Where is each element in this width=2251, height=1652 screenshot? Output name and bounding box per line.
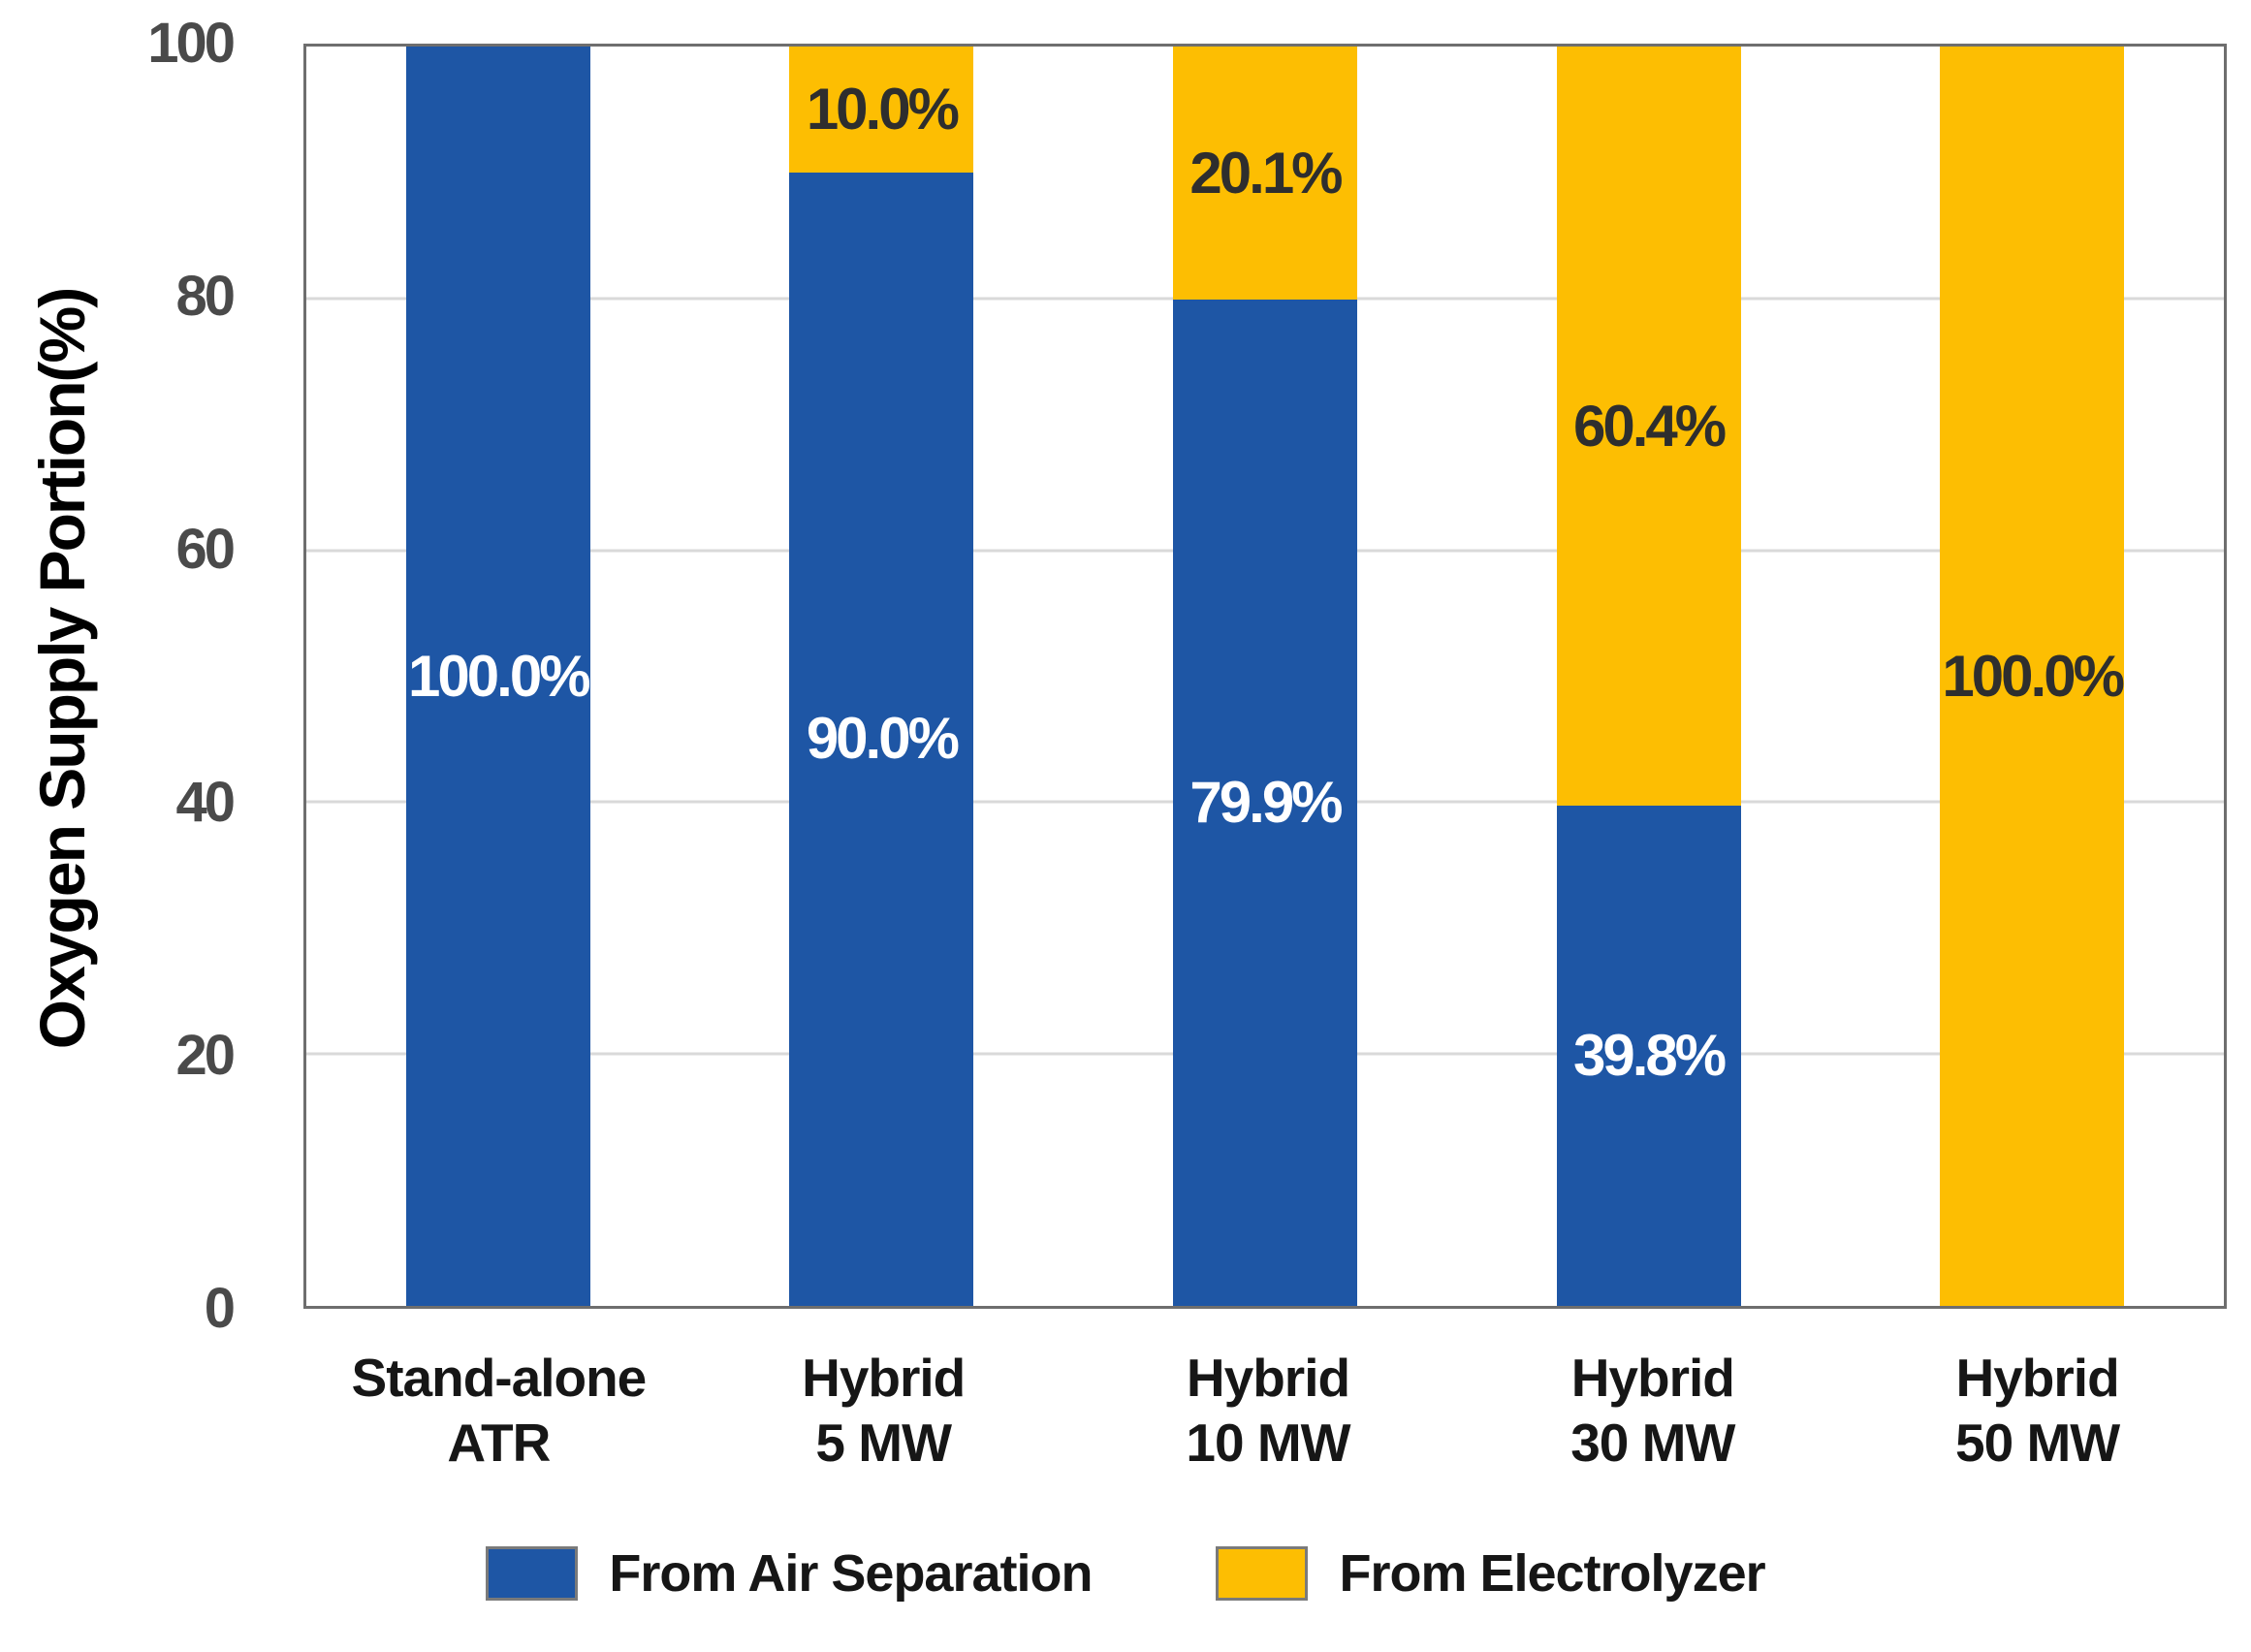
bar-segment: 39.8% xyxy=(1556,806,1741,1306)
bar-slot-4: 39.8% 60.4% xyxy=(1457,47,1841,1306)
stacked-bar-1: 100.0% xyxy=(405,47,591,1306)
x-axis-label-2: Hybrid 5 MW xyxy=(802,1348,966,1474)
bar-segment: 79.9% xyxy=(1172,300,1357,1306)
bar-segment: 100.0% xyxy=(1940,47,2125,1306)
legend-item-electrolyzer: From Electrolyzer xyxy=(1216,1543,1766,1604)
x-axis-label-3: Hybrid 10 MW xyxy=(1186,1348,1350,1474)
bars-layer: 100.0% 90.0% 10.0% 79.9% 20.1% 39.8% 60.4% 100.… xyxy=(306,47,2224,1306)
y-tick-label-0: 0 xyxy=(204,1277,236,1340)
legend-item-air-separation: From Air Separation xyxy=(486,1543,1093,1604)
bar-value-label: 100.0% xyxy=(1942,643,2124,709)
y-tick-label-40: 40 xyxy=(175,771,236,834)
legend-label-air-separation: From Air Separation xyxy=(609,1544,1093,1603)
bar-value-label: 60.4% xyxy=(1573,393,1727,459)
y-tick-label-60: 60 xyxy=(175,518,236,581)
bar-slot-5: 100.0% xyxy=(1840,47,2224,1306)
x-axis-label-5: Hybrid 50 MW xyxy=(1954,1348,2120,1474)
legend-swatch-air-separation xyxy=(486,1546,579,1601)
bar-segment: 20.1% xyxy=(1172,47,1357,301)
bar-slot-1: 100.0% xyxy=(306,47,690,1306)
bar-segment: 90.0% xyxy=(789,172,974,1306)
bar-value-label: 10.0% xyxy=(806,76,960,142)
stacked-bar-4: 39.8% 60.4% xyxy=(1556,47,1741,1306)
legend-label-electrolyzer: From Electrolyzer xyxy=(1339,1544,1765,1603)
plot-area: 100.0% 90.0% 10.0% 79.9% 20.1% 39.8% 60.4% 100.… xyxy=(303,44,2227,1309)
bar-value-label: 20.1% xyxy=(1189,140,1343,206)
y-tick-label-80: 80 xyxy=(175,265,236,328)
x-axis-labels: Stand-alone ATR Hybrid 5 MW Hybrid 10 MW Hybri… xyxy=(306,1346,2230,1476)
stacked-bar-2: 90.0% 10.0% xyxy=(789,47,974,1306)
bar-segment: 60.4% xyxy=(1556,47,1741,807)
bar-value-label: 79.9% xyxy=(1189,770,1343,836)
legend-swatch-electrolyzer xyxy=(1216,1546,1309,1601)
bar-segment: 100.0% xyxy=(405,47,591,1306)
bar-slot-3: 79.9% 20.1% xyxy=(1073,47,1457,1306)
y-axis-ticks: 0 20 40 60 80 100 xyxy=(0,16,236,1337)
bar-value-label: 100.0% xyxy=(408,643,590,709)
stacked-bar-5: 100.0% xyxy=(1940,47,2125,1306)
x-axis-label-1: Stand-alone ATR xyxy=(351,1348,648,1474)
bar-value-label: 90.0% xyxy=(806,706,960,772)
y-tick-label-20: 20 xyxy=(175,1024,236,1087)
legend: From Air Separation From Electrolyzer xyxy=(0,1543,2251,1604)
bar-segment: 10.0% xyxy=(789,47,974,173)
y-tick-label-100: 100 xyxy=(147,12,236,75)
x-axis-label-4: Hybrid 30 MW xyxy=(1570,1348,1735,1474)
stacked-bar-3: 79.9% 20.1% xyxy=(1172,47,1357,1306)
bar-slot-2: 90.0% 10.0% xyxy=(690,47,1074,1306)
bar-value-label: 39.8% xyxy=(1573,1023,1727,1089)
